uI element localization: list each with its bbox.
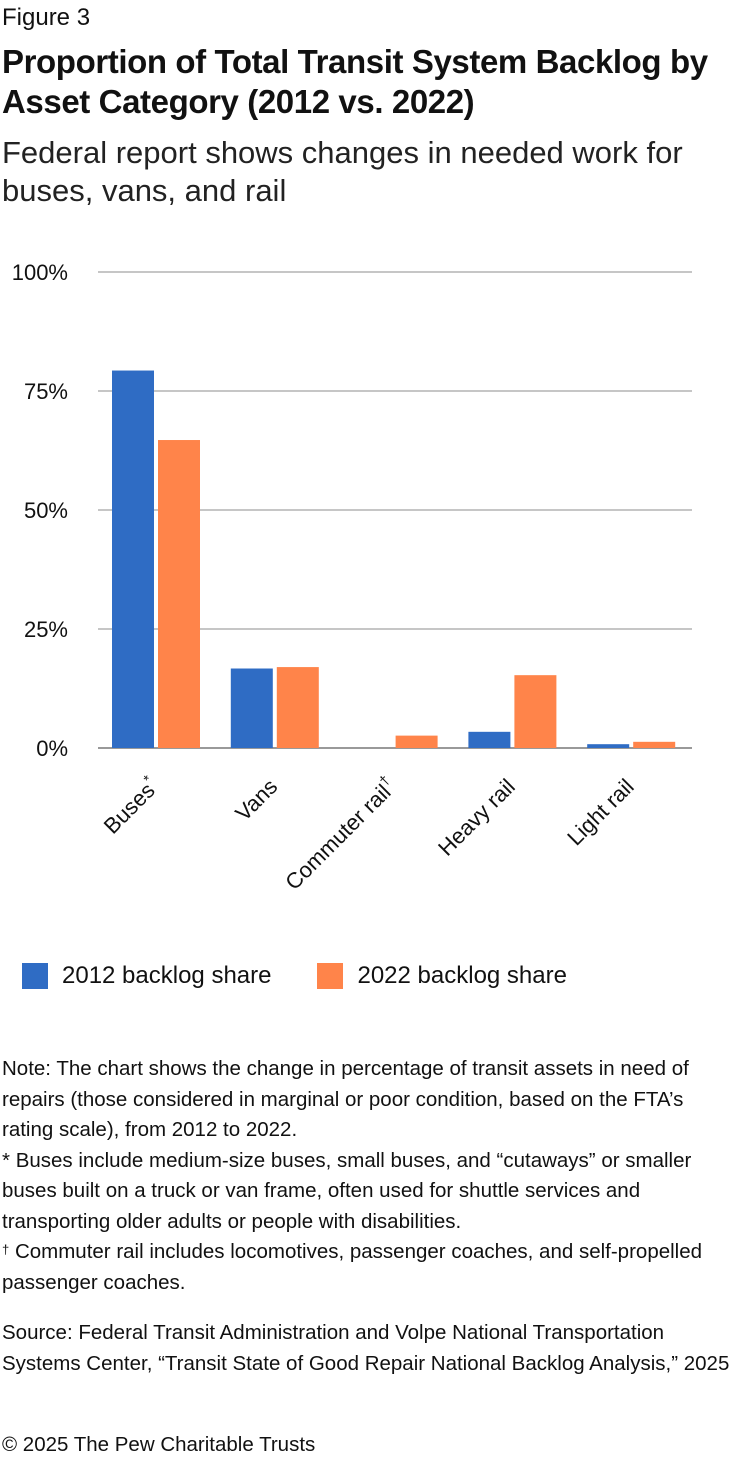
source-note: Source: Federal Transit Administration a… xyxy=(2,1321,730,1375)
note-commuter-mark: † xyxy=(2,1242,10,1257)
chart-title: Proportion of Total Transit System Backl… xyxy=(2,43,708,120)
category-label-heavy-rail: Heavy rail xyxy=(433,774,520,861)
bar-light-rail-series-1 xyxy=(633,741,676,748)
chart-subtitle: Federal report shows changes in needed w… xyxy=(2,135,683,208)
y-tick-label-25: 25% xyxy=(24,617,68,642)
bar-heavy-rail-series-0 xyxy=(468,731,511,748)
category-label-buses: Buses* xyxy=(97,771,164,838)
bar-commuter-rail-series-1 xyxy=(395,735,438,748)
copyright: © 2025 The Pew Charitable Trusts xyxy=(2,1433,316,1456)
note-commuter-text: Commuter rail includes locomotives, pass… xyxy=(2,1240,703,1294)
y-tick-label-50: 50% xyxy=(24,498,68,523)
category-label-light-rail: Light rail xyxy=(562,774,638,850)
bars xyxy=(112,370,676,748)
note-main: Note: The chart shows the change in perc… xyxy=(2,1057,689,1141)
bar-buses-series-0 xyxy=(112,370,154,748)
note-buses: * Buses include medium-size buses, small… xyxy=(2,1146,730,1238)
bar-vans-series-0 xyxy=(230,668,273,748)
bar-vans-series-1 xyxy=(276,667,319,748)
legend-item-2022: 2022 backlog share xyxy=(317,962,567,990)
note-buses-text: Buses include medium-size buses, small b… xyxy=(2,1148,692,1233)
y-tick-label-0: 0% xyxy=(36,736,68,761)
category-label-vans: Vans xyxy=(230,774,282,826)
legend: 2012 backlog share 2022 backlog share xyxy=(22,962,613,990)
bar-light-rail-series-0 xyxy=(587,744,630,748)
legend-swatch-2022 xyxy=(317,963,344,989)
y-tick-label-75: 75% xyxy=(24,379,68,404)
note-buses-mark: * xyxy=(2,1148,10,1172)
category-label-commuter-rail: Commuter rail† xyxy=(278,772,401,895)
notes: Note: The chart shows the change in perc… xyxy=(2,1054,730,1298)
legend-label-2022: 2022 backlog share xyxy=(357,962,567,989)
legend-item-2012: 2012 backlog share xyxy=(22,962,271,990)
figure-label: Figure 3 xyxy=(2,4,91,31)
note-commuter: † Commuter rail includes locomotives, pa… xyxy=(2,1237,730,1298)
legend-swatch-2012 xyxy=(22,963,48,989)
y-axis-ticks: 0% 25% 50% 75% 100% xyxy=(12,260,68,761)
y-tick-label-100: 100% xyxy=(12,260,68,285)
bar-heavy-rail-series-1 xyxy=(514,675,557,748)
legend-label-2012: 2012 backlog share xyxy=(62,962,272,989)
bar-buses-series-1 xyxy=(158,440,200,748)
